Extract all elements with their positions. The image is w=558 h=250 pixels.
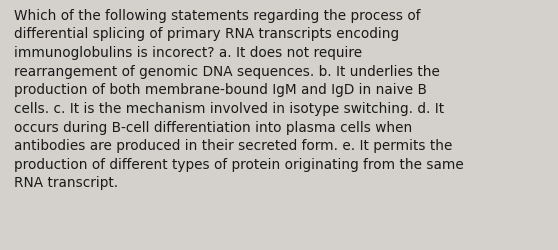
- Text: Which of the following statements regarding the process of
differential splicing: Which of the following statements regard…: [14, 9, 464, 190]
